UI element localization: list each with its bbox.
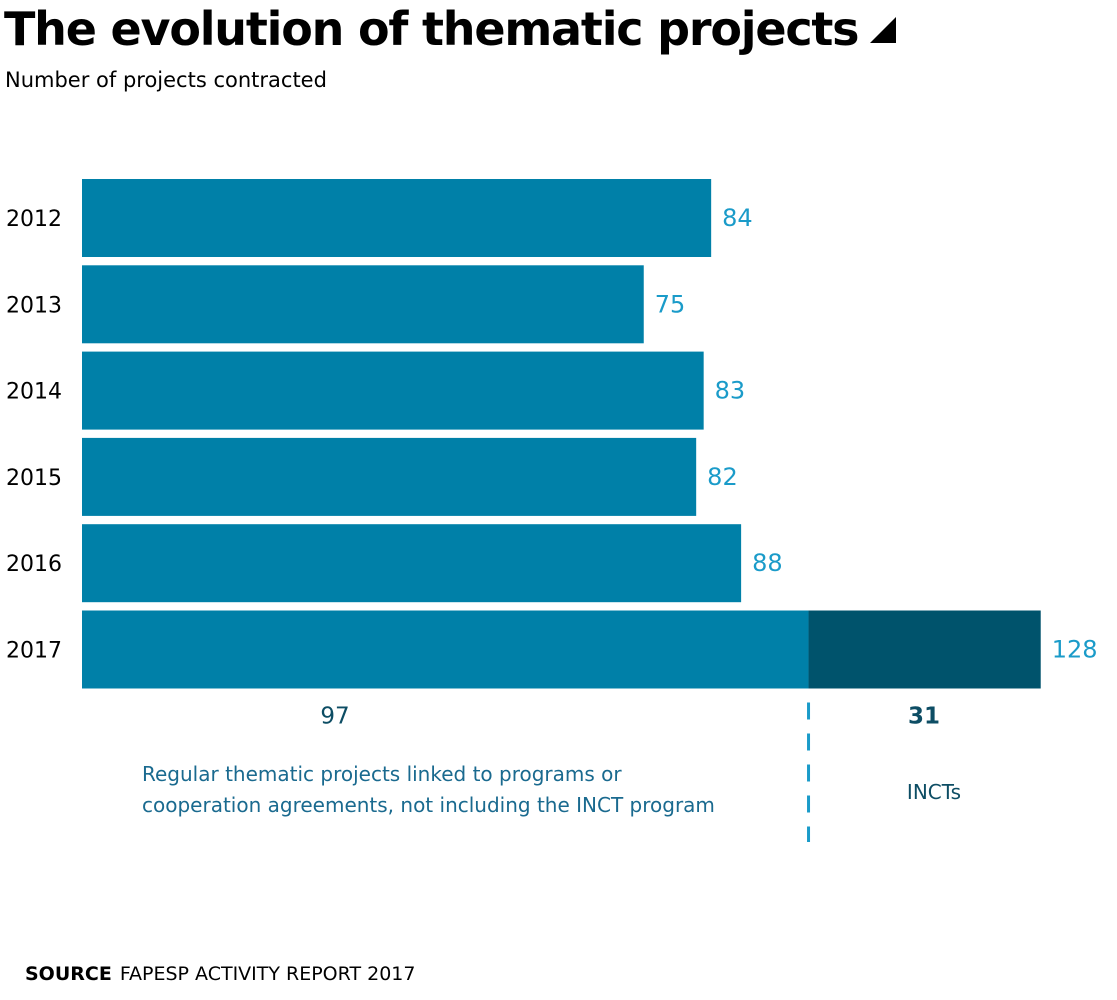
chart-subtitle: Number of projects contracted (5, 68, 327, 92)
bar-regular-2013 (82, 265, 644, 344)
source-note: SOURCE FAPESP ACTIVITY REPORT 2017 (25, 963, 415, 985)
value-label-2016: 88 (752, 549, 783, 577)
value-label-2014: 83 (715, 377, 746, 405)
category-label-2013: 2013 (6, 293, 62, 318)
category-label-2015: 2015 (6, 466, 62, 491)
value-label-2012: 84 (722, 204, 753, 232)
triangle-marker-icon (870, 17, 897, 43)
value-label-2017: 128 (1052, 636, 1098, 664)
bar-regular-2014 (82, 351, 704, 430)
breakdown-incts-label: INCTs (907, 780, 961, 804)
bar-regular-2015 (82, 437, 697, 516)
value-label-2013: 75 (655, 290, 686, 318)
value-label-2015: 82 (707, 463, 738, 491)
bar-regular-2012 (82, 179, 712, 257)
category-label-2017: 2017 (6, 639, 62, 664)
category-label-2012: 2012 (6, 207, 62, 232)
chart-title-text: The evolution of thematic projects (4, 2, 860, 56)
breakdown-regular-label-line2: cooperation agreements, not including th… (142, 793, 715, 817)
bar-regular-2016 (82, 524, 742, 603)
breakdown-regular-label-line1: Regular thematic projects linked to prog… (142, 762, 622, 786)
breakdown-incts-value: 31 (908, 704, 940, 730)
bar-incts-2017 (808, 610, 1041, 689)
source-text: FAPESP ACTIVITY REPORT 2017 (119, 963, 416, 985)
category-label-2016: 2016 (6, 552, 62, 577)
source-label: SOURCE (25, 963, 112, 985)
breakdown-regular-value: 97 (320, 704, 349, 730)
category-label-2014: 2014 (6, 380, 62, 405)
chart-title: The evolution of thematic projects (4, 0, 897, 58)
bar-regular-2017 (82, 610, 809, 689)
